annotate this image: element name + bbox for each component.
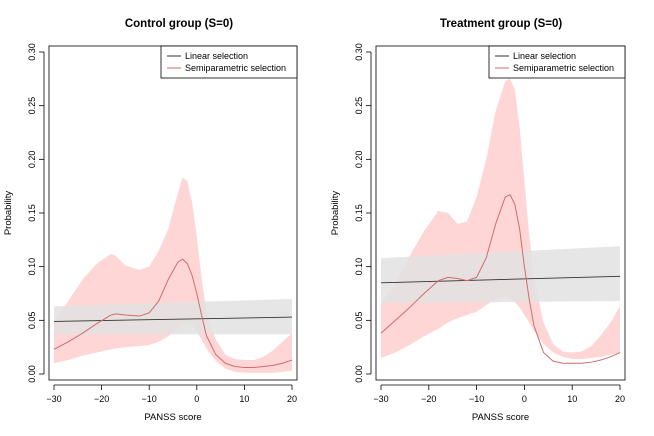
linear-confidence-band — [381, 246, 620, 304]
y-tick-label: 0.00 — [27, 365, 37, 383]
y-tick-label: 0.10 — [27, 258, 37, 276]
legend-entry: Linear selection — [513, 51, 576, 61]
y-tick-label: 0.20 — [354, 151, 364, 169]
semiparametric-confidence-band — [381, 78, 620, 359]
y-tick-label: 0.30 — [354, 43, 364, 61]
semiparametric-confidence-band — [54, 177, 292, 373]
x-tick-label: 0 — [522, 394, 527, 404]
x-tick-label: −20 — [421, 394, 436, 404]
y-tick-label: 0.25 — [354, 97, 364, 115]
linear-selection-line — [53, 316, 293, 322]
y-tick-label: 0.25 — [27, 97, 37, 115]
legend: Linear selection Semiparametric selection — [160, 45, 298, 79]
chart-title: Treatment group (S=0) — [440, 18, 563, 30]
treatment-group-panel: Treatment group (S=0) −30 −20 −10 0 10 20 0.00 0… — [330, 18, 626, 423]
x-tick-label: 20 — [615, 394, 625, 404]
x-tick-label: 10 — [567, 394, 577, 404]
chart-title: Control group (S=0) — [125, 18, 233, 30]
y-tick-label: 0.15 — [27, 204, 37, 222]
legend-entry: Linear selection — [185, 51, 248, 61]
y-tick-label: 0.15 — [354, 204, 364, 222]
y-tick-label: 0.30 — [27, 43, 37, 61]
linear-confidence-band — [54, 298, 292, 335]
y-tick-label: 0.10 — [354, 258, 364, 276]
semiparametric-selection-line — [53, 258, 293, 369]
x-tick-label: 10 — [239, 394, 249, 404]
x-tick-label: −30 — [373, 394, 388, 404]
semiparametric-selection-line — [380, 194, 621, 364]
linear-selection-line — [380, 275, 621, 284]
y-tick-label: 0.20 — [27, 151, 37, 169]
x-tick-label: 20 — [287, 394, 297, 404]
legend-entry: Semiparametric selection — [185, 63, 286, 73]
x-tick-label: −20 — [94, 394, 109, 404]
x-axis-label: PANSS score — [144, 412, 201, 423]
y-axis-label: Probability — [3, 191, 14, 236]
x-tick-label: −10 — [469, 394, 484, 404]
legend-box — [488, 45, 626, 79]
control-group-panel: Control group (S=0) −30 −20 −10 0 10 20 0.00 0.0… — [3, 18, 298, 423]
x-axis-label: PANSS score — [472, 412, 529, 423]
legend: Linear selection Semiparametric selection — [488, 45, 626, 79]
y-tick-label: 0.05 — [354, 312, 364, 330]
legend-box — [160, 45, 298, 79]
x-tick-label: −30 — [46, 394, 61, 404]
y-tick-label: 0.00 — [354, 365, 364, 383]
x-tick-label: −10 — [142, 394, 157, 404]
legend-entry: Semiparametric selection — [513, 63, 614, 73]
x-tick-label: 0 — [194, 394, 199, 404]
y-tick-label: 0.05 — [27, 312, 37, 330]
y-axis-label: Probability — [330, 191, 341, 236]
